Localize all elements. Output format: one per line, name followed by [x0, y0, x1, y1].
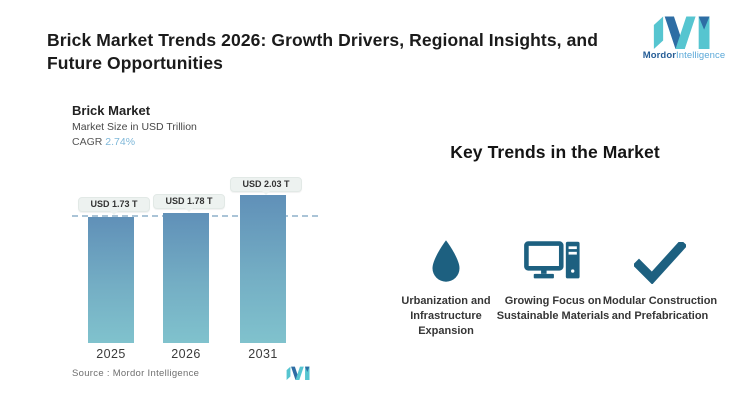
- mini-brand-logo-icon: [286, 366, 310, 380]
- cagr-value: 2.74%: [105, 136, 136, 148]
- chart-title: Brick Market: [72, 103, 151, 118]
- x-axis-label-2025: 2025: [96, 347, 126, 361]
- value-label-2025: USD 1.73 T: [78, 197, 150, 215]
- trend-label: Urbanization and Infrastructure Expansio…: [401, 295, 491, 337]
- trend-label: Growing Focus on Sustainable Materials: [496, 295, 610, 322]
- chart-cagr: CAGR 2.74%: [72, 136, 135, 148]
- bar-2031: [240, 195, 286, 343]
- cagr-label: CAGR: [72, 136, 106, 148]
- bar-2025: [88, 217, 134, 343]
- x-axis-label-2026: 2026: [171, 347, 201, 361]
- trend-item-modular: Modular Construction and Prefabrication: [601, 234, 719, 324]
- bar-2026: [163, 213, 209, 343]
- checkmark-icon: [634, 242, 686, 284]
- source-note: Source : Mordor Intelligence: [72, 368, 200, 379]
- brand-wordmark: MordorIntelligence: [642, 50, 726, 61]
- value-label-2026: USD 1.78 T: [153, 194, 225, 212]
- water-drop-icon: [432, 240, 460, 282]
- trend-label: Modular Construction and Prefabrication: [602, 295, 718, 322]
- page-title: Brick Market Trends 2026: Growth Drivers…: [47, 30, 599, 74]
- x-axis-label-2031: 2031: [248, 347, 278, 361]
- trends-heading: Key Trends in the Market: [450, 142, 660, 162]
- chart-subtitle: Market Size in USD Trillion: [72, 121, 197, 133]
- trend-item-sustainable: Growing Focus on Sustainable Materials: [494, 234, 612, 324]
- value-label-2031: USD 2.03 T: [230, 177, 302, 195]
- trend-item-urbanization: Urbanization and Infrastructure Expansio…: [387, 234, 505, 339]
- brand-logo: MordorIntelligence: [641, 15, 727, 61]
- mordor-intelligence-logo-icon: [653, 16, 710, 49]
- desktop-computer-icon: [524, 241, 580, 279]
